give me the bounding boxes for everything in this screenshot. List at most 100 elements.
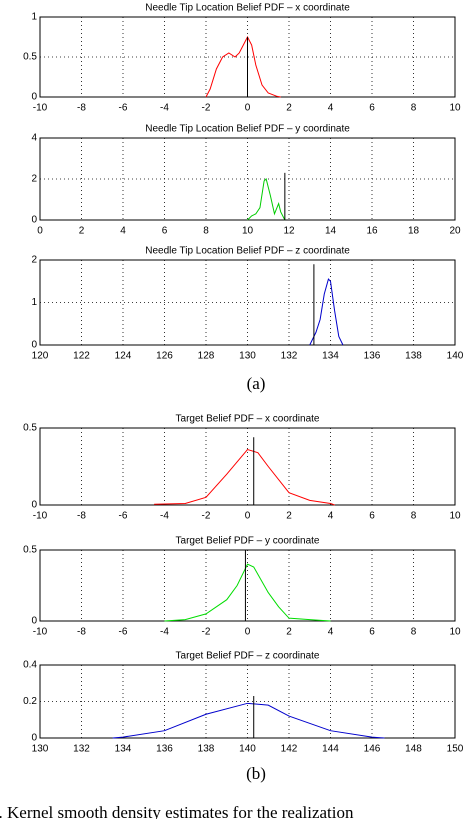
y-tick-label: 0.2 — [23, 696, 37, 707]
y-tick-label: 2 — [31, 174, 37, 185]
x-tick-label: 146 — [364, 744, 381, 755]
data-line — [205, 35, 281, 98]
x-tick-label: -8 — [77, 103, 86, 114]
x-tick-label: 2 — [79, 226, 85, 237]
x-tick-label: 6 — [369, 103, 375, 114]
x-tick-label: -2 — [202, 511, 211, 522]
footer: 2. Kernel smooth density estimates for t… — [0, 803, 354, 819]
x-tick-label: 4 — [120, 226, 126, 237]
y-tick-label: 0.4 — [23, 660, 37, 671]
plot-frame — [39, 427, 456, 506]
x-tick-label: 8 — [411, 511, 417, 522]
y-tick-label: 1 — [31, 12, 37, 23]
x-tick-label: -10 — [33, 103, 48, 114]
x-tick-label: 10 — [242, 226, 254, 237]
x-tick-label: 130 — [239, 351, 256, 362]
x-tick-label: 4 — [328, 103, 334, 114]
x-tick-label: 2 — [286, 627, 292, 638]
x-tick-label: -4 — [160, 511, 169, 522]
x-tick-label: 10 — [449, 627, 461, 638]
y-tick-label: 4 — [31, 133, 37, 144]
x-tick-label: 128 — [198, 351, 215, 362]
chart-title: Target Belief PDF – z coordinate — [176, 651, 320, 662]
plot-frame — [39, 549, 456, 622]
x-tick-label: 148 — [405, 744, 422, 755]
y-tick-label: 0 — [31, 733, 37, 744]
x-tick-label: -4 — [160, 103, 169, 114]
x-tick-label: 142 — [281, 744, 298, 755]
plot-frame — [39, 259, 456, 346]
plot-frame — [39, 664, 456, 739]
x-tick-label: 138 — [198, 744, 215, 755]
x-tick-label: -10 — [33, 511, 48, 522]
chart-title: Needle Tip Location Belief PDF – z coord… — [145, 246, 350, 257]
data-line — [247, 178, 286, 221]
x-tick-label: 132 — [281, 351, 298, 362]
data-line — [309, 278, 344, 346]
x-tick-label: -2 — [202, 103, 211, 114]
x-tick-label: -6 — [119, 511, 128, 522]
x-tick-label: -2 — [202, 627, 211, 638]
x-tick-label: 138 — [405, 351, 422, 362]
y-tick-label: 1 — [31, 297, 37, 308]
x-tick-label: 10 — [449, 103, 461, 114]
x-tick-label: 150 — [447, 744, 464, 755]
x-tick-label: 120 — [32, 351, 49, 362]
y-tick-label: 0.5 — [23, 545, 37, 556]
y-tick-label: 0.5 — [23, 52, 37, 63]
x-tick-label: 8 — [411, 103, 417, 114]
x-tick-label: -6 — [119, 103, 128, 114]
chart-title: Target Belief PDF – x coordinate — [176, 414, 320, 425]
x-tick-label: 18 — [408, 226, 420, 237]
y-tick-label: 0 — [31, 500, 37, 511]
x-tick-label: 16 — [366, 226, 378, 237]
data-line — [154, 448, 335, 506]
x-tick-label: 4 — [328, 627, 334, 638]
x-tick-label: 20 — [449, 226, 461, 237]
caption: (b) — [246, 764, 266, 783]
x-tick-label: 6 — [162, 226, 168, 237]
x-tick-label: 2 — [286, 103, 292, 114]
x-tick-label: 134 — [115, 744, 132, 755]
chart-title: Target Belief PDF – y coordinate — [176, 536, 320, 547]
x-tick-label: 0 — [245, 511, 251, 522]
x-tick-label: 6 — [369, 511, 375, 522]
x-tick-label: 6 — [369, 627, 375, 638]
x-tick-label: -8 — [77, 511, 86, 522]
x-tick-label: 14 — [325, 226, 337, 237]
y-tick-label: 2 — [31, 255, 37, 266]
x-tick-label: 144 — [322, 744, 339, 755]
x-tick-label: 136 — [156, 744, 173, 755]
x-tick-label: 136 — [364, 351, 381, 362]
y-tick-label: 0 — [31, 616, 37, 627]
x-tick-label: 134 — [322, 351, 339, 362]
x-tick-label: 140 — [239, 744, 256, 755]
x-tick-label: 122 — [73, 351, 90, 362]
x-tick-label: 132 — [73, 744, 90, 755]
y-tick-label: 0 — [31, 340, 37, 351]
x-tick-label: 130 — [32, 744, 49, 755]
x-tick-label: 10 — [449, 511, 461, 522]
x-tick-label: 126 — [156, 351, 173, 362]
x-tick-label: 0 — [245, 103, 251, 114]
x-tick-label: 0 — [37, 226, 43, 237]
x-tick-label: -4 — [160, 627, 169, 638]
y-tick-label: 0 — [31, 92, 37, 103]
data-line — [112, 702, 385, 739]
x-tick-label: -6 — [119, 627, 128, 638]
x-tick-label: -8 — [77, 627, 86, 638]
x-tick-label: 2 — [286, 511, 292, 522]
x-tick-label: 12 — [283, 226, 295, 237]
chart-title: Needle Tip Location Belief PDF – y coord… — [145, 124, 350, 135]
x-tick-label: 4 — [328, 511, 334, 522]
chart-title: Needle Tip Location Belief PDF – x coord… — [145, 3, 350, 14]
y-tick-label: 0 — [31, 215, 37, 226]
x-tick-label: 124 — [115, 351, 132, 362]
x-tick-label: 0 — [245, 627, 251, 638]
x-tick-label: 8 — [203, 226, 209, 237]
x-tick-label: -10 — [33, 627, 48, 638]
x-tick-label: 140 — [447, 351, 464, 362]
caption: (a) — [247, 374, 266, 393]
